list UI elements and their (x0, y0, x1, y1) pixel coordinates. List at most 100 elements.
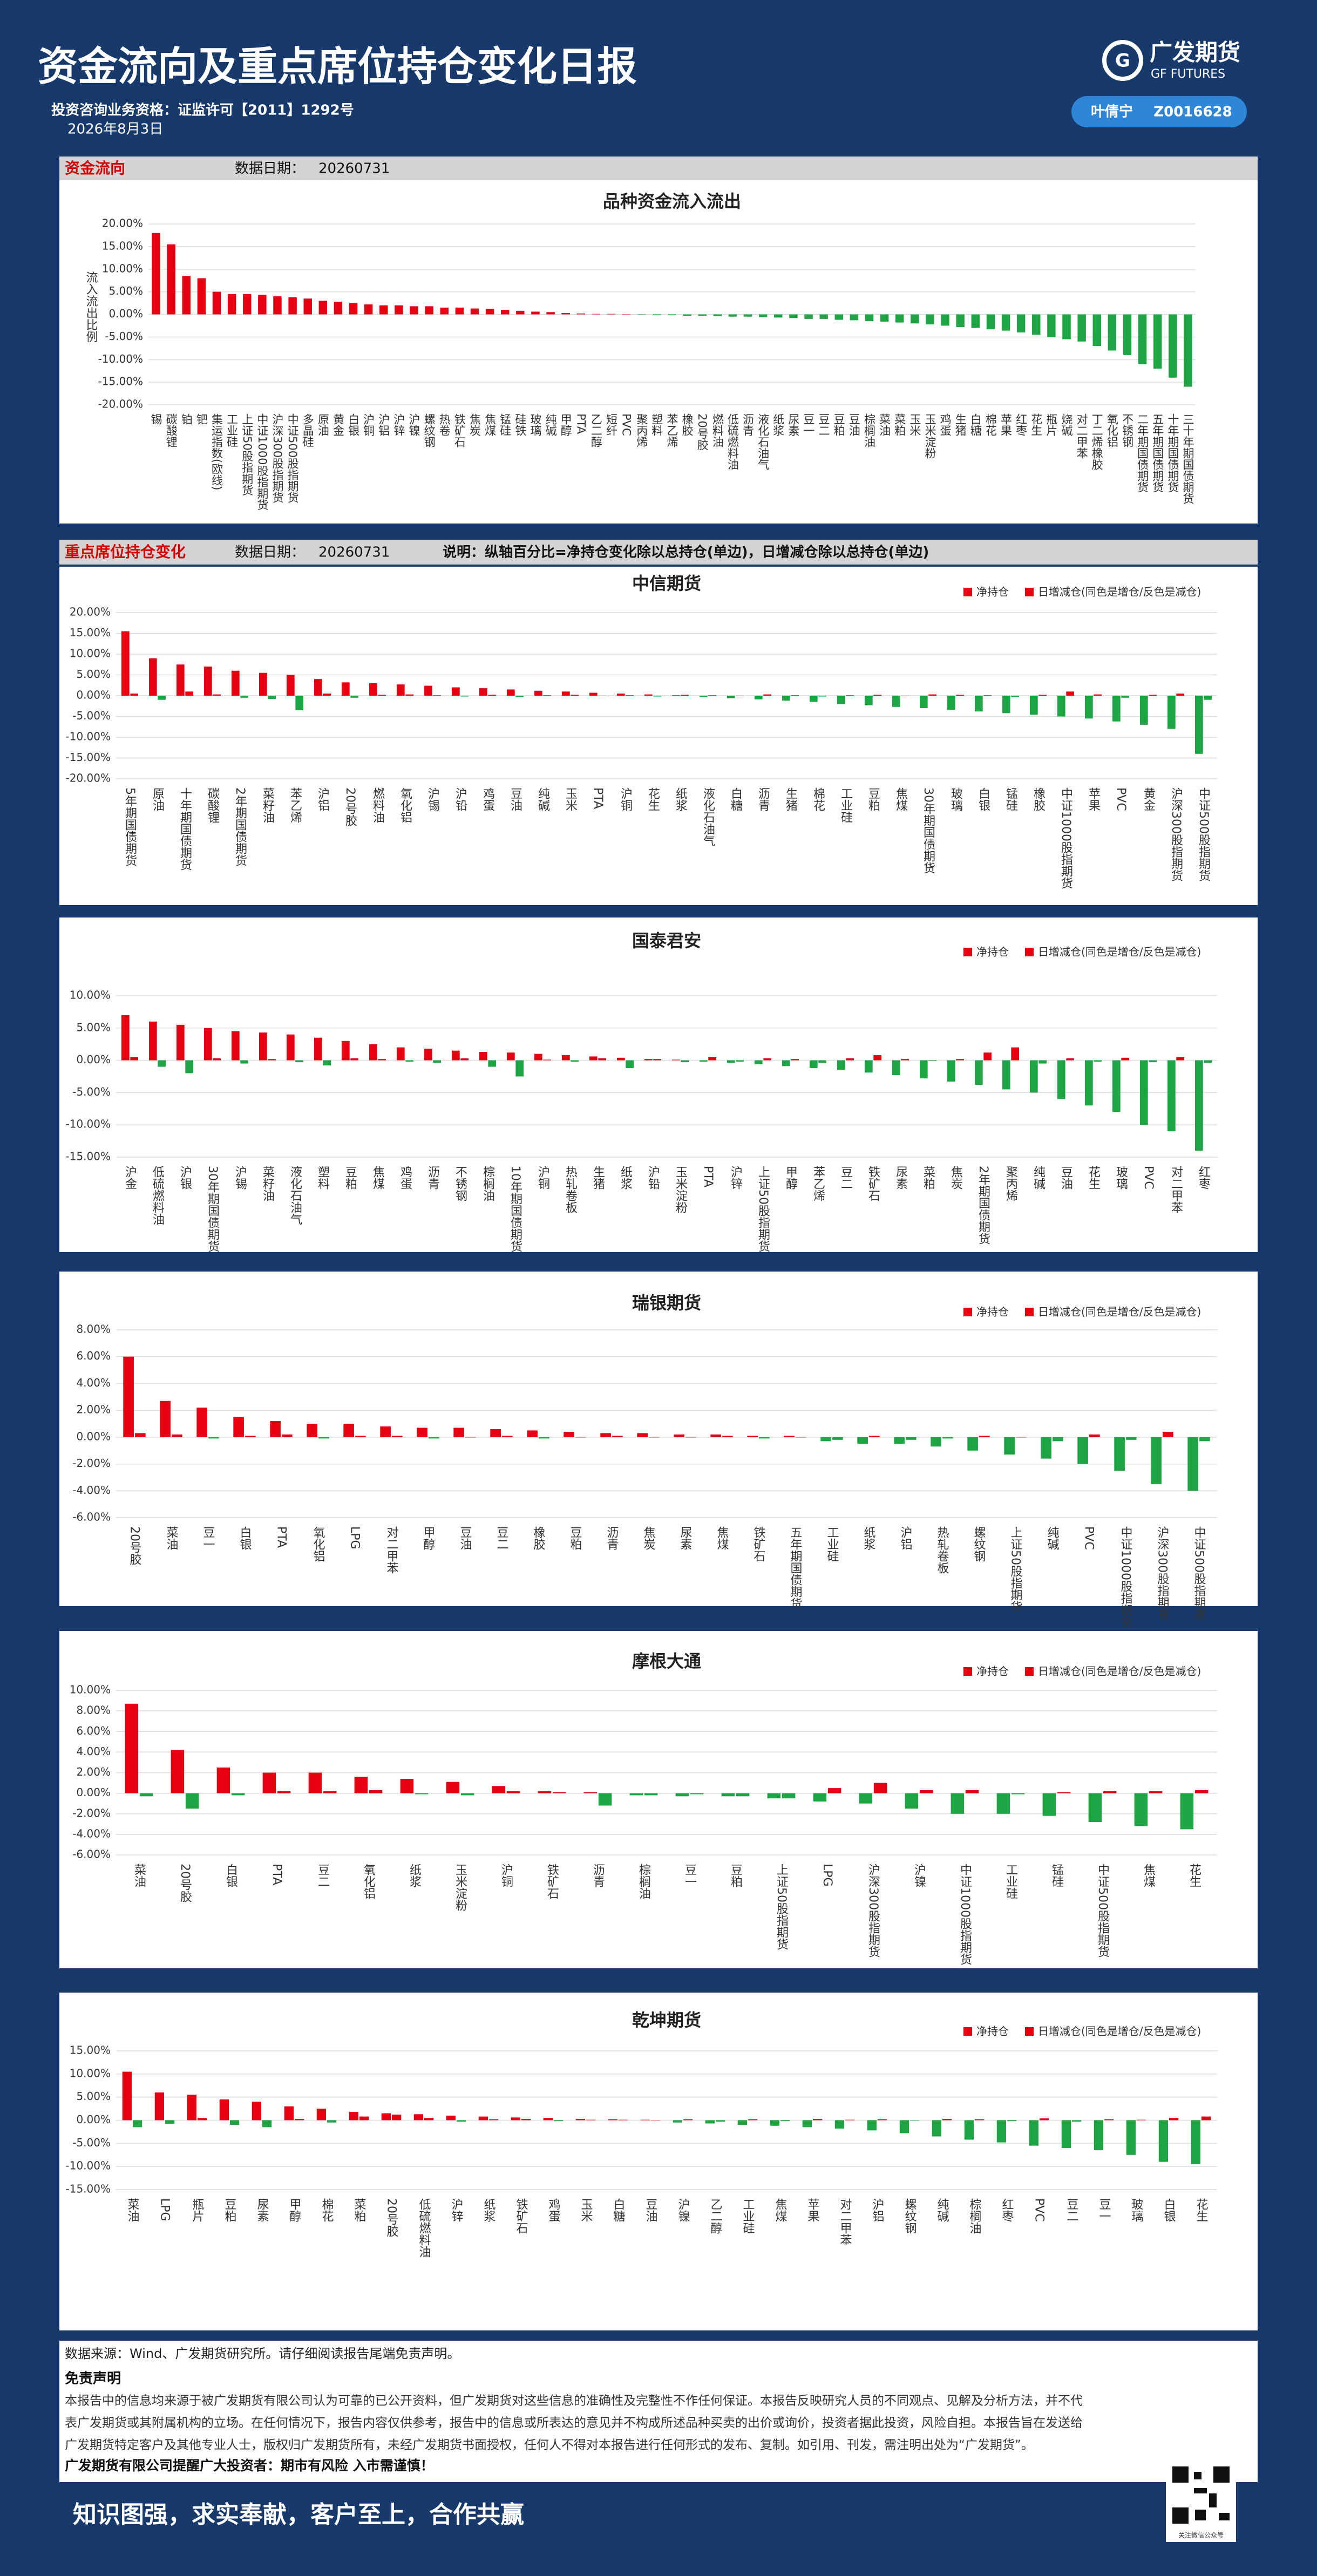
bar (490, 1429, 501, 1437)
bar (846, 695, 854, 696)
report-date: 2026年8月3日 (67, 121, 163, 138)
bar (699, 696, 708, 697)
bar (314, 679, 322, 696)
bar (782, 696, 790, 701)
x-tick-label: 豆一 (201, 1526, 215, 1550)
bar (534, 1053, 542, 1061)
y-tick-label: 10.00% (70, 647, 111, 660)
x-tick-label: 中证500股指期货 (1192, 1526, 1206, 1620)
x-tick-label: 菜粕 (921, 1166, 935, 1190)
x-tick-label: 豆一 (683, 1864, 697, 1887)
x-tick-label: 玉米淀粉 (924, 413, 936, 459)
x-tick-label: 豆油 (508, 787, 522, 811)
bar (846, 1058, 854, 1061)
report-title: 资金流向及重点席位持仓变化日报 (38, 44, 637, 90)
bar (626, 1060, 634, 1068)
legend-swatch (963, 2027, 972, 2036)
x-tick-label: 玉米淀粉 (453, 1864, 467, 1911)
x-tick-label: 20号胶 (696, 413, 709, 451)
x-tick-label: 热卷 (438, 413, 451, 436)
bar (543, 695, 552, 696)
x-tick-label: 低硫燃料油 (417, 2198, 431, 2258)
bar (208, 1437, 219, 1439)
bar (1158, 2120, 1169, 2162)
bar (1029, 2120, 1039, 2146)
legend-label: 日增减仓(同色是增仓/反色是减仓) (1038, 946, 1201, 959)
bar (931, 1437, 941, 1447)
x-tick-label: 豆二 (817, 413, 830, 436)
bar (125, 1703, 139, 1793)
x-tick-label: 鸡蛋 (547, 2198, 561, 2222)
bar (122, 2071, 132, 2120)
bar (1194, 696, 1203, 754)
bar (864, 696, 873, 705)
y-tick-label: 15.00% (70, 2044, 111, 2057)
x-tick-label: 甲醇 (784, 1166, 797, 1190)
bar (506, 1052, 515, 1061)
bar (1057, 1060, 1065, 1099)
bar (148, 1021, 157, 1061)
legend-swatch (1025, 588, 1034, 596)
x-tick-label: PTA (701, 1166, 715, 1187)
bar (708, 695, 717, 696)
date-label: 数据日期： (235, 161, 305, 177)
x-tick-label: PTA (270, 1864, 283, 1885)
bar (748, 2119, 758, 2120)
x-tick-label: 氧化铝 (398, 787, 412, 823)
x-tick-label: 锡 (150, 413, 162, 425)
x-tick-label: 20号胶 (128, 1526, 142, 1565)
x-tick-label: 20号胶 (385, 2198, 399, 2237)
x-tick-label: 2年期国债期货 (233, 787, 247, 866)
x-tick-label: 中证1000股指期货 (958, 1864, 972, 1965)
y-tick-label: 4.00% (76, 1745, 111, 1758)
bar (185, 1060, 194, 1073)
x-tick-label: 沪铝 (316, 787, 330, 811)
bar (974, 696, 983, 712)
bar (832, 1437, 843, 1440)
bar (516, 310, 525, 315)
bar (139, 1793, 153, 1797)
x-tick-label: 菜籽油 (261, 787, 275, 823)
x-tick-label: 白银 (1162, 2198, 1176, 2222)
y-tick-label: -5.00% (72, 1085, 111, 1098)
bar (649, 1437, 660, 1438)
bar (983, 1052, 992, 1061)
bar (203, 667, 212, 696)
x-tick-label: 鸡蛋 (939, 413, 952, 436)
x-tick-label: 低硫燃料油 (726, 413, 739, 470)
x-tick-label: 沥青 (756, 787, 770, 811)
x-tick-label: LPG (820, 1864, 834, 1887)
x-tick-label: 沪金 (123, 1166, 137, 1190)
x-tick-label: 碳酸锂 (206, 787, 220, 823)
bar (268, 696, 276, 699)
bar (899, 2120, 909, 2133)
bar (456, 2120, 466, 2122)
analyst-id: Z0016628 (1153, 104, 1232, 120)
x-tick-label: 豆油 (458, 1526, 472, 1550)
x-tick-label: 黄金 (331, 413, 344, 436)
x-tick-label: 铁矿石 (545, 1864, 559, 1899)
legend-swatch (963, 948, 972, 956)
bar (1104, 2119, 1114, 2120)
y-tick-label: -10.00% (66, 2159, 111, 2172)
bar (121, 1015, 130, 1061)
x-tick-label: 焦炭 (949, 1166, 963, 1190)
bar (905, 1793, 919, 1809)
bar (273, 296, 282, 315)
bar (270, 1421, 281, 1437)
bar (1004, 1437, 1015, 1455)
bar (1139, 696, 1148, 725)
x-tick-label: 鸡蛋 (398, 1166, 412, 1190)
bar (1139, 1060, 1148, 1125)
x-tick-label: 集运指数(欧线) (211, 413, 223, 490)
bar (1121, 1057, 1130, 1061)
bar (213, 1058, 221, 1061)
bar (479, 688, 487, 696)
bar (231, 670, 240, 696)
bar (316, 2109, 327, 2120)
bar (571, 1060, 579, 1062)
bar (864, 1060, 873, 1073)
bar (1176, 694, 1185, 696)
x-tick-label: 对二甲苯 (1075, 413, 1088, 459)
bar (286, 1034, 295, 1061)
